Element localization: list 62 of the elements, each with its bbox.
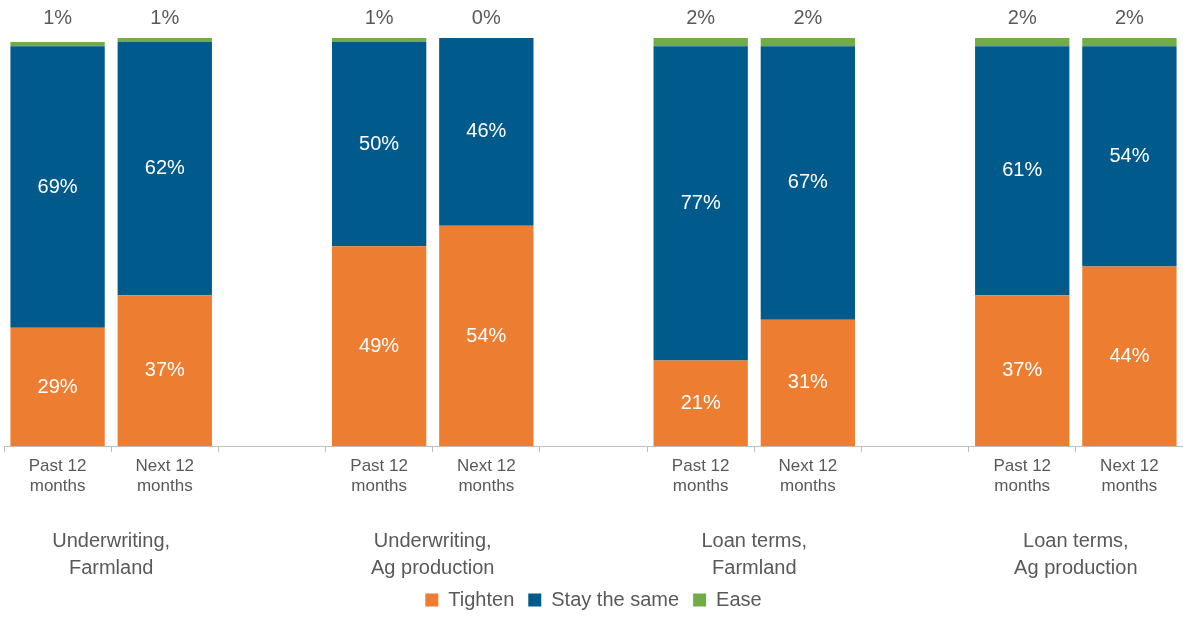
data-label: 67% — [787, 170, 829, 193]
bar — [117, 42, 212, 296]
data-label: 54% — [466, 323, 507, 346]
data-label: 29% — [37, 374, 78, 397]
x-tick-label: Past 12 months — [671, 456, 730, 496]
data-label: 31% — [787, 370, 829, 393]
bar — [117, 295, 212, 447]
data-label: 61% — [1002, 158, 1043, 181]
data-label: 2% — [1114, 5, 1145, 28]
bar — [760, 46, 856, 320]
bar — [975, 38, 1070, 47]
x-tick-label: Past 12 months — [28, 456, 87, 496]
data-label: 1% — [43, 5, 73, 28]
x-tick-label: Next 12 months — [778, 456, 838, 496]
data-label: 2% — [793, 5, 823, 28]
data-label: 69% — [37, 174, 78, 197]
bar — [760, 319, 856, 447]
data-label: 0% — [471, 5, 501, 28]
data-label: 37% — [1002, 358, 1043, 381]
bar — [439, 225, 534, 447]
bar — [653, 360, 748, 447]
legend-label: Tighten — [448, 587, 515, 610]
bar — [10, 327, 105, 447]
x-tick-label: Next 12 months — [1100, 456, 1159, 496]
x-tick-label: Past 12 months — [993, 456, 1052, 496]
bar — [975, 295, 1070, 447]
data-label: 37% — [144, 358, 185, 381]
legend-label: Ease — [716, 587, 762, 610]
bar — [117, 38, 212, 43]
bar — [10, 42, 105, 47]
data-label: 54% — [1109, 143, 1150, 166]
data-label: 77% — [680, 190, 721, 213]
bar — [1082, 46, 1177, 267]
x-tick-label: Past 12 months — [350, 456, 408, 496]
data-label: 2% — [1007, 5, 1037, 28]
x-tick-label: Next 12 months — [457, 456, 516, 496]
bar — [331, 42, 427, 247]
text: Underwriting, Ag production — [371, 528, 495, 578]
bar — [10, 46, 105, 328]
bar — [653, 38, 748, 47]
text: Loan terms, Farmland — [701, 528, 808, 578]
data-label: 49% — [359, 333, 400, 356]
bar — [1082, 38, 1177, 47]
data-label: 21% — [680, 390, 721, 413]
text: Underwriting, Farmland — [52, 528, 171, 578]
data-label: 2% — [686, 5, 716, 28]
bar — [331, 246, 427, 447]
bar — [760, 38, 856, 47]
text: Loan terms, Ag production — [1014, 528, 1138, 578]
data-label: 1% — [364, 5, 394, 28]
data-label: 50% — [359, 131, 400, 154]
data-label: 44% — [1109, 343, 1150, 366]
bar — [331, 38, 427, 43]
data-label: 1% — [150, 5, 180, 28]
x-tick-label: Next 12 months — [135, 456, 195, 496]
bar — [975, 46, 1070, 296]
data-label: 46% — [466, 119, 507, 142]
data-label: 62% — [144, 156, 185, 179]
legend-label: Stay the same — [551, 587, 680, 610]
bar — [653, 46, 748, 361]
bar — [1082, 266, 1177, 447]
bar — [439, 38, 534, 226]
